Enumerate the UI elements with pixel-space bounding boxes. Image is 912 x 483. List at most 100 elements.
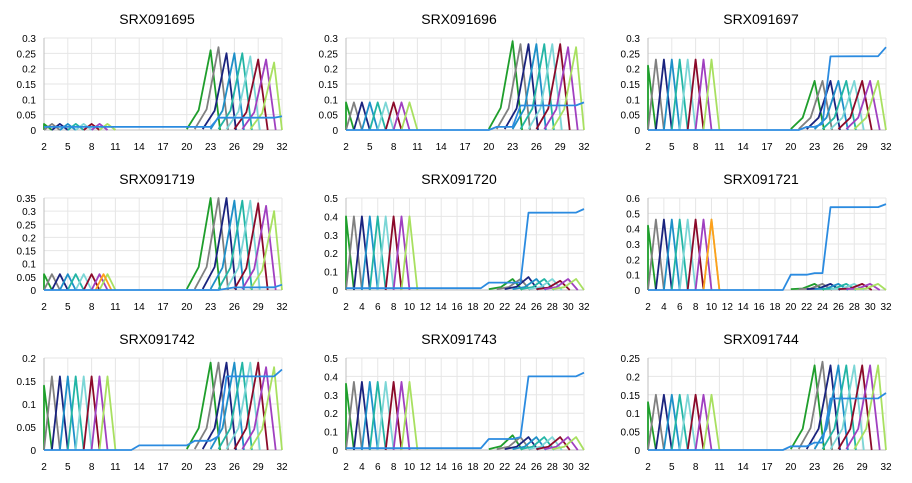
chart-panel: SRX091696 0 0.05 0.1 0.15 0.2 0.25 0.3 2 5 8 11 14 17… bbox=[302, 0, 602, 160]
series-late-peak bbox=[821, 80, 857, 131]
series-early-peak bbox=[376, 215, 395, 291]
series-early-peak bbox=[51, 123, 69, 131]
chart-svg: SRX091719 0 0.05 0.1 0.15 0.2 0.25 0.3 0.35 2 5 8 11… bbox=[17, 171, 288, 313]
x-tick-label: 26 bbox=[229, 302, 241, 313]
series-early-peak bbox=[43, 375, 61, 451]
series-flat bbox=[44, 368, 283, 451]
x-tick-label: 26 bbox=[833, 462, 845, 473]
x-tick-label: 10 bbox=[706, 302, 718, 313]
series-late-peak bbox=[249, 366, 283, 451]
series-early-peak bbox=[686, 58, 705, 131]
series-early-peak bbox=[345, 101, 363, 131]
x-tick-label: 8 bbox=[693, 462, 699, 473]
x-tick-label: 23 bbox=[205, 302, 217, 313]
x-tick-label: 22 bbox=[499, 302, 511, 313]
y-tick-label: 0.5 bbox=[626, 209, 640, 220]
x-tick-label: 32 bbox=[276, 462, 288, 473]
series-late-peak bbox=[504, 276, 539, 291]
x-tick-label: 4 bbox=[359, 462, 365, 473]
series-late-peak bbox=[186, 361, 221, 451]
x-tick-label: 4 bbox=[661, 302, 667, 313]
series-early-peak bbox=[400, 101, 419, 131]
series-early-peak bbox=[694, 58, 713, 131]
x-tick-label: 6 bbox=[375, 462, 381, 473]
x-tick-label: 2 bbox=[343, 462, 349, 473]
y-tick-label: 0.3 bbox=[324, 34, 338, 45]
series-early-peak bbox=[400, 381, 419, 451]
y-tick-label: 0.5 bbox=[324, 194, 338, 205]
series-early-peak bbox=[655, 393, 673, 451]
series-flat bbox=[44, 115, 283, 128]
y-tick-label: 0.05 bbox=[17, 111, 37, 122]
x-tick-label: 2 bbox=[41, 142, 47, 153]
series-late-peak bbox=[201, 52, 237, 131]
series-late-peak bbox=[241, 366, 277, 451]
series-late-peak bbox=[829, 80, 865, 131]
x-tick-label: 28 bbox=[547, 302, 559, 313]
y-tick-label: 0.15 bbox=[17, 80, 37, 91]
series-late-peak bbox=[488, 434, 523, 451]
series-early-peak bbox=[368, 381, 387, 451]
series-early-peak bbox=[647, 393, 665, 451]
y-tick-label: 0.2 bbox=[324, 409, 338, 420]
y-tick-label: 0.4 bbox=[324, 372, 338, 383]
y-tick-label: 0.1 bbox=[626, 271, 640, 282]
series-early-peak bbox=[345, 381, 363, 451]
series-late-peak bbox=[544, 278, 579, 291]
x-tick-label: 20 bbox=[785, 142, 797, 153]
x-tick-label: 20 bbox=[483, 302, 495, 313]
x-tick-label: 29 bbox=[857, 142, 869, 153]
x-tick-label: 14 bbox=[738, 302, 750, 313]
x-tick-label: 12 bbox=[420, 462, 432, 473]
x-tick-label: 8 bbox=[89, 142, 95, 153]
x-tick-label: 2 bbox=[41, 302, 47, 313]
x-tick-label: 26 bbox=[833, 302, 845, 313]
x-tick-label: 8 bbox=[391, 142, 397, 153]
series-early-peak bbox=[392, 215, 411, 291]
x-tick-label: 11 bbox=[110, 142, 121, 153]
x-tick-label: 5 bbox=[669, 142, 675, 153]
x-tick-label: 32 bbox=[276, 142, 288, 153]
series-early-peak bbox=[368, 215, 387, 291]
x-tick-label: 17 bbox=[761, 142, 773, 153]
series-early-peak bbox=[43, 273, 53, 291]
chart-title: SRX091721 bbox=[723, 171, 799, 187]
x-tick-label: 32 bbox=[880, 142, 892, 153]
series-early-peak bbox=[670, 393, 689, 451]
series-late-peak bbox=[249, 61, 283, 131]
x-tick-label: 24 bbox=[515, 302, 527, 313]
chart-panel: SRX091743 0 0.1 0.2 0.3 0.4 0.5 2 4 6 8 10 12 14 16 18 2… bbox=[302, 320, 602, 480]
series-late-peak bbox=[217, 361, 253, 451]
series-early-peak bbox=[345, 101, 355, 131]
series-flat bbox=[648, 46, 887, 131]
x-tick-label: 17 bbox=[157, 462, 169, 473]
series-late-peak bbox=[520, 436, 555, 451]
x-tick-label: 32 bbox=[880, 462, 892, 473]
x-tick-label: 23 bbox=[205, 142, 217, 153]
series-early-peak bbox=[51, 273, 69, 291]
x-tick-label: 18 bbox=[769, 302, 781, 313]
series-late-peak bbox=[790, 364, 825, 451]
series-late-peak bbox=[552, 436, 585, 451]
x-tick-label: 10 bbox=[404, 302, 416, 313]
series-late-peak bbox=[201, 197, 237, 291]
series-early-peak bbox=[90, 273, 109, 291]
series-early-peak bbox=[66, 375, 85, 451]
series-late-peak bbox=[854, 283, 887, 291]
y-tick-label: 0.3 bbox=[324, 231, 338, 242]
y-tick-label: 0.3 bbox=[626, 34, 640, 45]
series-late-peak bbox=[837, 80, 873, 131]
series-late-peak bbox=[519, 43, 555, 131]
series-early-peak bbox=[98, 375, 117, 451]
series-early-peak bbox=[67, 123, 85, 131]
series-late-peak bbox=[830, 283, 865, 291]
y-tick-label: 0.25 bbox=[17, 220, 37, 231]
series-late-peak bbox=[241, 58, 277, 131]
chart-title: SRX091695 bbox=[119, 11, 195, 27]
chart-title: SRX091743 bbox=[421, 331, 497, 347]
chart-panel: SRX091697 0 0.05 0.1 0.15 0.2 0.25 0.3 2 5 8 11 14 17… bbox=[604, 0, 904, 160]
series-late-peak bbox=[790, 283, 825, 291]
y-tick-label: 0.05 bbox=[621, 428, 641, 439]
